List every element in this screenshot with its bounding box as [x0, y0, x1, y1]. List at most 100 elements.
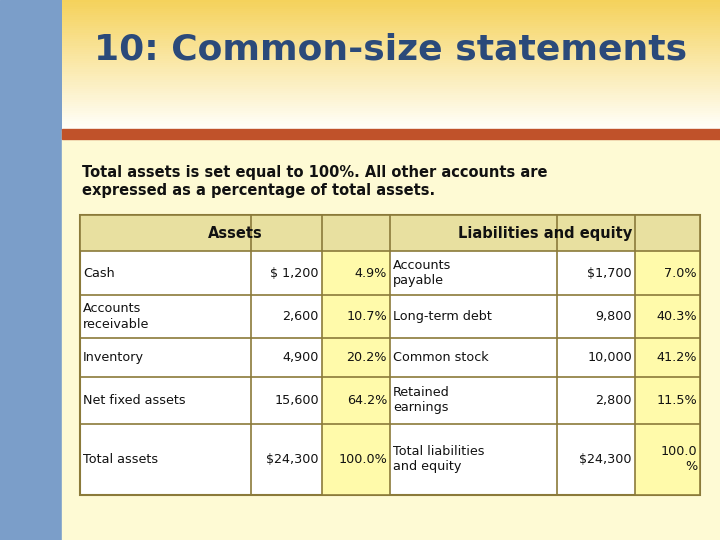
- Text: 41.2%: 41.2%: [657, 352, 697, 365]
- Bar: [62, 86, 720, 89]
- Bar: [62, 90, 720, 93]
- Bar: [62, 0, 720, 2]
- Bar: [62, 103, 720, 106]
- Bar: [322, 338, 390, 377]
- Bar: [62, 36, 720, 39]
- Bar: [62, 75, 720, 78]
- Bar: [62, 46, 720, 50]
- Text: $24,300: $24,300: [266, 453, 319, 466]
- Bar: [62, 62, 720, 65]
- Text: 15,600: 15,600: [274, 394, 319, 407]
- Bar: [80, 215, 700, 495]
- Text: 4.9%: 4.9%: [355, 267, 387, 280]
- Bar: [62, 51, 720, 54]
- Bar: [62, 82, 720, 84]
- Text: Assets: Assets: [207, 226, 262, 241]
- Bar: [635, 338, 700, 377]
- Text: Liabilities and equity: Liabilities and equity: [458, 226, 632, 241]
- Bar: [62, 10, 720, 13]
- Bar: [62, 16, 720, 19]
- Text: 10.7%: 10.7%: [346, 310, 387, 323]
- Text: Common stock: Common stock: [393, 352, 489, 365]
- Bar: [62, 25, 720, 28]
- Bar: [62, 59, 720, 63]
- Bar: [62, 130, 720, 540]
- Bar: [635, 295, 700, 338]
- Bar: [62, 118, 720, 122]
- Bar: [62, 97, 720, 100]
- Bar: [635, 252, 700, 295]
- Bar: [62, 66, 720, 69]
- Bar: [62, 79, 720, 82]
- Bar: [62, 129, 720, 139]
- Bar: [62, 23, 720, 26]
- Text: Accounts
receivable: Accounts receivable: [83, 302, 149, 330]
- Bar: [62, 27, 720, 30]
- Text: 4,900: 4,900: [282, 352, 319, 365]
- Text: Total assets is set equal to 100%. All other accounts are: Total assets is set equal to 100%. All o…: [82, 165, 547, 179]
- Text: Accounts
payable: Accounts payable: [393, 259, 451, 287]
- Text: 9,800: 9,800: [595, 310, 632, 323]
- Bar: [62, 5, 720, 9]
- Text: 100.0%: 100.0%: [338, 453, 387, 466]
- Bar: [62, 88, 720, 91]
- Bar: [322, 295, 390, 338]
- Bar: [80, 215, 700, 252]
- Text: expressed as a percentage of total assets.: expressed as a percentage of total asset…: [82, 183, 435, 198]
- Text: 64.2%: 64.2%: [346, 394, 387, 407]
- Bar: [62, 55, 720, 58]
- Text: 2,800: 2,800: [595, 394, 632, 407]
- Bar: [322, 423, 390, 495]
- Bar: [62, 53, 720, 56]
- Bar: [62, 69, 720, 71]
- Bar: [62, 107, 720, 111]
- Bar: [62, 110, 720, 113]
- Text: $ 1,200: $ 1,200: [270, 267, 319, 280]
- Text: 11.5%: 11.5%: [656, 394, 697, 407]
- Bar: [62, 57, 720, 60]
- Bar: [62, 101, 720, 104]
- Bar: [62, 127, 720, 130]
- Text: $1,700: $1,700: [588, 267, 632, 280]
- Bar: [62, 12, 720, 15]
- Bar: [62, 18, 720, 22]
- Text: Retained
earnings: Retained earnings: [393, 387, 450, 415]
- Bar: [62, 64, 720, 67]
- Text: 10: Common-size statements: 10: Common-size statements: [94, 33, 688, 67]
- Text: 2,600: 2,600: [282, 310, 319, 323]
- Text: Long-term debt: Long-term debt: [393, 310, 492, 323]
- Text: Net fixed assets: Net fixed assets: [83, 394, 186, 407]
- Bar: [62, 49, 720, 52]
- Bar: [62, 3, 720, 6]
- Bar: [62, 33, 720, 37]
- Text: Inventory: Inventory: [83, 352, 144, 365]
- Bar: [62, 112, 720, 115]
- Bar: [62, 84, 720, 86]
- Bar: [322, 377, 390, 423]
- Bar: [62, 40, 720, 43]
- Bar: [62, 1, 720, 4]
- Bar: [62, 94, 720, 98]
- Text: Total liabilities
and equity: Total liabilities and equity: [393, 446, 485, 473]
- Bar: [62, 71, 720, 73]
- Bar: [62, 8, 720, 11]
- Text: 7.0%: 7.0%: [665, 267, 697, 280]
- Bar: [62, 105, 720, 109]
- Bar: [62, 73, 720, 76]
- Text: 100.0
%: 100.0 %: [660, 446, 697, 473]
- Bar: [62, 42, 720, 45]
- Bar: [62, 114, 720, 117]
- Bar: [62, 44, 720, 48]
- Bar: [635, 377, 700, 423]
- Bar: [62, 14, 720, 17]
- Text: 20.2%: 20.2%: [346, 352, 387, 365]
- Text: Cash: Cash: [83, 267, 114, 280]
- Bar: [62, 31, 720, 35]
- Text: $24,300: $24,300: [580, 453, 632, 466]
- Bar: [62, 21, 720, 24]
- Bar: [62, 92, 720, 96]
- Bar: [0, 0, 62, 540]
- Bar: [62, 77, 720, 80]
- Text: 40.3%: 40.3%: [657, 310, 697, 323]
- Bar: [62, 29, 720, 32]
